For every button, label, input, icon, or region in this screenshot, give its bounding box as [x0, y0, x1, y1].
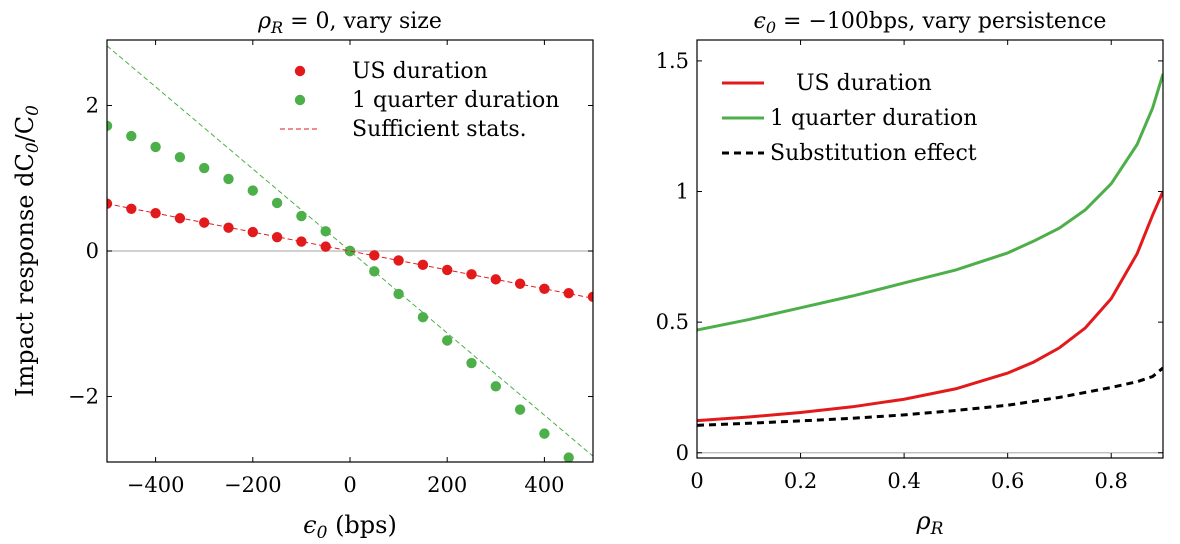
- chart-title: ρR = 0, vary size: [257, 9, 442, 37]
- data-point-1-quarter-duration: [174, 151, 186, 163]
- data-point-1-quarter-duration: [199, 162, 210, 174]
- series-line-reference: [107, 45, 593, 457]
- x-tick-label: −200: [224, 473, 282, 497]
- legend: US duration 1 quarter duration Substitutio…: [722, 71, 977, 166]
- x-tick-label: 0.8: [1095, 469, 1128, 493]
- data-point-us-duration: [539, 283, 550, 295]
- x-tick-label: 200: [427, 473, 467, 497]
- x-tick-label: 0.4: [887, 469, 920, 493]
- y-tick-label: 0: [86, 239, 99, 263]
- x-tick-label: 0: [690, 469, 703, 493]
- y-axis-label: Impact response dC0/C0: [11, 105, 43, 397]
- data-point-1-quarter-duration: [539, 428, 550, 439]
- data-point-us-duration: [563, 288, 574, 299]
- data-point-1-quarter-duration: [247, 185, 258, 196]
- data-point-us-duration: [271, 231, 283, 243]
- series-line-us-duration: [697, 190, 1163, 423]
- x-tick-label: 0: [343, 473, 356, 497]
- plot-frame: [696, 39, 1164, 459]
- y-tick-label: 1: [676, 180, 689, 204]
- y-tick-label: 0: [676, 441, 689, 465]
- x-axis-label: ρR: [916, 507, 944, 539]
- legend-marker: [294, 65, 306, 77]
- legend: US duration 1 quarter duration Sufficient …: [280, 59, 559, 142]
- x-tick-label: 400: [524, 473, 564, 497]
- plot-area: [107, 45, 593, 462]
- legend-label: Sufficient stats.: [352, 117, 527, 142]
- data-point-1-quarter-duration: [466, 357, 477, 369]
- x-tick-label: −400: [127, 473, 185, 497]
- right-panel: 0 0.2 0.4 0.6 0.8 0 0.5 1 1.5 ϵ0 = −100bps, vary …: [656, 9, 1164, 539]
- y-tick-label: 2: [86, 93, 99, 117]
- series-line-substitution-effect: [697, 366, 1163, 427]
- series-line-sufficient-stats-: [107, 203, 593, 299]
- data-point-1-quarter-duration: [150, 141, 161, 153]
- data-point-1-quarter-duration: [563, 452, 574, 462]
- legend-label: 1 quarter duration: [770, 106, 977, 131]
- data-point-1-quarter-duration: [126, 130, 137, 142]
- y-tick-label: 0.5: [656, 310, 689, 334]
- legend-label: US duration: [352, 59, 488, 84]
- data-point-us-duration: [296, 236, 307, 247]
- data-point-1-quarter-duration: [442, 335, 453, 346]
- legend-marker: [294, 94, 306, 106]
- data-point-us-duration: [320, 241, 331, 252]
- x-tick-label: 0.6: [991, 469, 1024, 493]
- x-tick-label: 0.2: [784, 469, 817, 493]
- data-point-us-duration: [587, 291, 593, 303]
- series-line-1-quarter-duration: [697, 73, 1163, 332]
- chart-title: ϵ0 = −100bps, vary persistence: [754, 9, 1107, 37]
- data-point-1-quarter-duration: [514, 404, 526, 415]
- plot-area: [697, 73, 1163, 427]
- data-point-1-quarter-duration: [417, 312, 429, 323]
- legend-label: Substitution effect: [770, 141, 977, 166]
- data-point-1-quarter-duration: [271, 197, 283, 209]
- x-axis-label: ϵ0 (bps): [303, 511, 397, 543]
- data-point-1-quarter-duration: [223, 173, 234, 185]
- data-point-1-quarter-duration: [393, 288, 404, 300]
- data-point-1-quarter-duration: [296, 210, 307, 222]
- left-panel: −400 −200 0 200 400 −2 0 2 ρR = 0, vary size ϵ0 (…: [11, 9, 594, 543]
- y-tick-label: −2: [68, 385, 99, 409]
- data-point-1-quarter-duration: [490, 381, 501, 392]
- legend-label: US duration: [796, 71, 932, 96]
- data-point-1-quarter-duration: [107, 120, 113, 132]
- y-tick-label: 1.5: [656, 49, 689, 73]
- legend-label: 1 quarter duration: [352, 88, 559, 113]
